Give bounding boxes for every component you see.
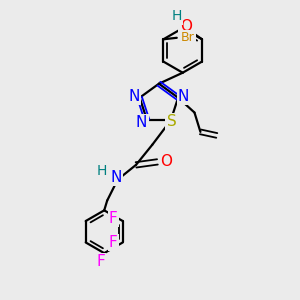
- Text: N: N: [136, 115, 147, 130]
- Text: O: O: [180, 19, 192, 34]
- Text: Br: Br: [181, 31, 195, 44]
- Text: O: O: [160, 154, 172, 169]
- Text: F: F: [109, 211, 118, 226]
- Text: N: N: [110, 170, 122, 185]
- Text: H: H: [172, 9, 182, 23]
- Text: N: N: [129, 89, 140, 104]
- Text: F: F: [96, 254, 105, 269]
- Text: F: F: [109, 235, 118, 250]
- Text: S: S: [167, 114, 176, 129]
- Text: N: N: [178, 89, 189, 104]
- Text: H: H: [97, 164, 107, 178]
